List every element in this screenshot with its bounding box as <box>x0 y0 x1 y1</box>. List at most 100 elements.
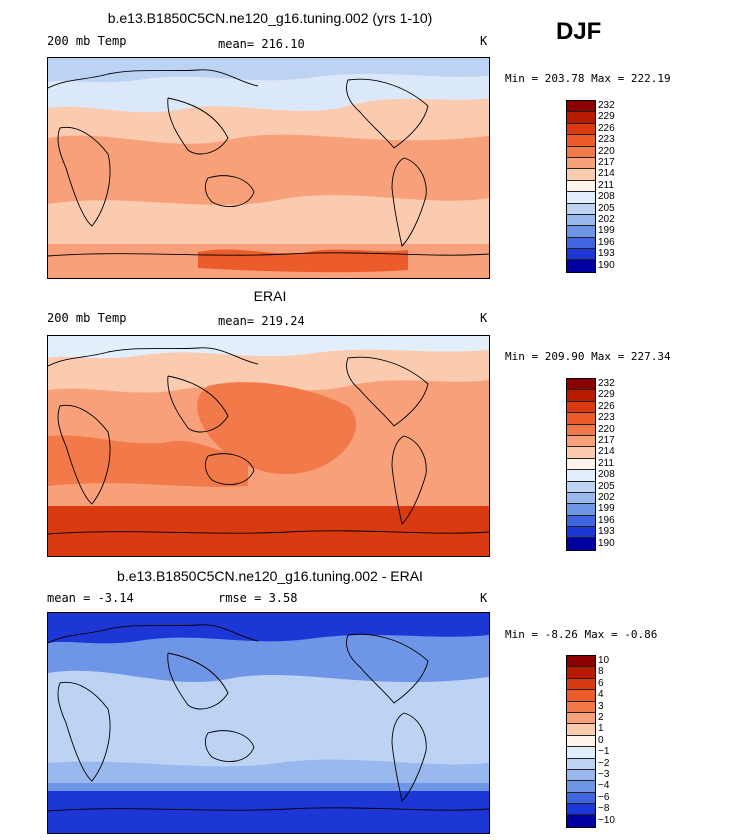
colorbar-swatch <box>567 169 595 181</box>
colorbar-tick-label: 205 <box>598 480 615 492</box>
coastline-asia-pacific <box>167 652 229 710</box>
coastline-north-america <box>346 356 429 427</box>
colorbar-tick-label: −2 <box>598 757 610 769</box>
colorbar-swatch <box>567 667 595 679</box>
colorbar-swatch <box>567 379 595 391</box>
min-max-label: Min = 203.78 Max = 222.19 <box>505 72 671 85</box>
colorbar-swatch <box>567 447 595 459</box>
coastline-africa <box>57 404 111 505</box>
colorbar-tick-label: 229 <box>598 389 615 401</box>
colorbar-swatch <box>567 458 595 471</box>
colorbar-tick-label: 10 <box>598 655 610 666</box>
colorbar-swatch <box>567 226 595 238</box>
colorbar-tick-label: 232 <box>598 378 615 389</box>
colorbar-swatch <box>567 781 595 793</box>
coastline-africa <box>57 126 111 227</box>
colorbar-swatch <box>567 804 595 816</box>
min-max-label: Min = 209.90 Max = 227.34 <box>505 350 671 363</box>
map-panel <box>47 612 490 834</box>
colorbar-swatch <box>567 249 595 261</box>
colorbar-swatch <box>567 747 595 759</box>
coastline-antarctica <box>48 530 489 535</box>
coastline-europe-asia <box>48 624 259 644</box>
mean-label: mean= 216.10 <box>218 37 305 51</box>
colorbar-tick-label: −1 <box>598 746 610 758</box>
colorbar-swatch <box>567 123 595 136</box>
coastline-antarctica <box>48 807 489 812</box>
colorbar-tick-label: 226 <box>598 400 615 412</box>
southern-max-blob <box>198 249 408 273</box>
colorbar-swatch <box>567 203 595 215</box>
coastline-south-america <box>391 435 427 525</box>
colorbar-swatch <box>567 470 595 482</box>
colorbar-tick-label: 196 <box>598 236 615 248</box>
colorbar-swatch <box>567 214 595 227</box>
colorbar-tick-label: 4 <box>598 689 604 701</box>
colorbar-tick-label: 223 <box>598 412 615 424</box>
colorbar-tick-label: −3 <box>598 769 610 781</box>
polar-band-north <box>48 613 489 644</box>
polar-band-north <box>48 58 489 83</box>
colorbar-swatch <box>567 481 595 493</box>
colorbar-swatch <box>567 492 595 505</box>
colorbar-swatch <box>567 527 595 539</box>
units-label: K <box>480 311 488 325</box>
colorbar-tick-label: 205 <box>598 202 615 214</box>
tropical-band <box>48 134 489 205</box>
tropical-band <box>48 670 489 770</box>
mean-label: mean = -3.14 <box>47 591 134 605</box>
coastline-australia <box>204 730 255 763</box>
map-plot <box>48 58 489 278</box>
colorbar-tick-label: 214 <box>598 446 615 458</box>
colorbar-swatch <box>567 260 595 272</box>
colorbar-tick-label: 223 <box>598 134 615 146</box>
colorbar-tick-label: 229 <box>598 111 615 123</box>
colorbar-tick-label: 193 <box>598 526 615 538</box>
colorbar-swatch <box>567 701 595 713</box>
coastlines <box>48 624 489 812</box>
southern-band <box>48 506 489 556</box>
polar-band-north <box>48 336 489 359</box>
subpolar-band-north <box>48 349 489 393</box>
coastline-australia <box>204 175 255 208</box>
map-panel <box>47 335 490 557</box>
colorbar-tick-label: 8 <box>598 666 604 678</box>
colorbar-swatch <box>567 401 595 414</box>
units-label: K <box>480 591 488 605</box>
colorbar-tick-label: 6 <box>598 677 604 689</box>
colorbar <box>566 655 596 828</box>
colorbar-tick-label: −10 <box>598 814 615 826</box>
colorbar-tick-label: 232 <box>598 100 615 111</box>
colorbar-swatch <box>567 538 595 550</box>
rmse-label: rmse = 3.58 <box>218 591 298 605</box>
colorbar-swatch <box>567 180 595 193</box>
colorbar-swatch <box>567 112 595 124</box>
coastline-australia <box>204 453 255 486</box>
colorbar-labels: 232 229 226 223 220 217 214 211 208 205 202 199 196 1… <box>598 100 615 271</box>
coastline-asia-pacific <box>167 97 229 155</box>
colorbar-tick-label: 193 <box>598 248 615 260</box>
colorbar-tick-label: 199 <box>598 225 615 237</box>
colorbar-tick-label: −4 <box>598 780 610 792</box>
coastlines <box>48 347 489 535</box>
colorbar-swatch <box>567 413 595 425</box>
colorbar-tick-label: 202 <box>598 492 615 504</box>
mean-label: mean= 219.24 <box>218 314 305 328</box>
colorbar-tick-label: −6 <box>598 791 610 803</box>
coastline-antarctica <box>48 252 489 257</box>
coastlines <box>48 69 489 257</box>
colorbar-tick-label: 220 <box>598 423 615 435</box>
colorbar-swatch <box>567 157 595 170</box>
colorbar-swatch <box>567 792 595 805</box>
map-plot <box>48 613 489 833</box>
midlatitude-south-band <box>48 759 489 783</box>
colorbar-tick-label: 190 <box>598 259 615 271</box>
variable-label: 200 mb Temp <box>47 311 127 325</box>
colorbar-tick-label: −8 <box>598 803 610 815</box>
colorbar-tick-label: 211 <box>598 179 614 191</box>
min-max-label: Min = -8.26 Max = -0.86 <box>505 628 658 641</box>
colorbar-tick-label: 226 <box>598 122 615 134</box>
coastline-north-america <box>346 633 429 704</box>
colorbar-tick-label: 217 <box>598 157 615 169</box>
variable-label: 200 mb Temp <box>47 34 127 48</box>
